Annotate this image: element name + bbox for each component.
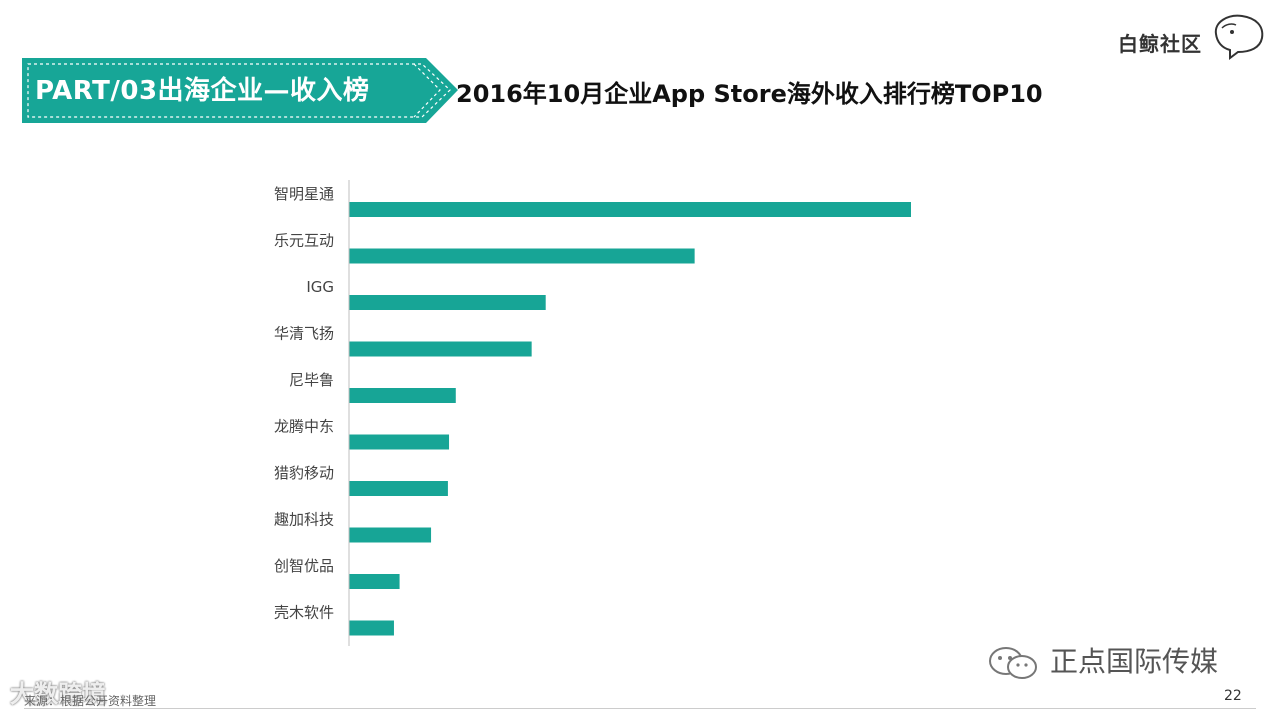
bar-2 <box>349 248 695 264</box>
bar-4 <box>349 341 532 357</box>
category-label-9: 创智优品 <box>274 557 334 575</box>
bar-7 <box>349 481 448 496</box>
bar-1 <box>349 202 911 217</box>
chart-title: 2016年10月企业App Store海外收入排行榜TOP10 <box>456 80 1043 108</box>
category-label-1: 智明星通 <box>274 185 334 203</box>
watermark-left: 大数跨境 <box>10 680 106 708</box>
category-label-6: 龙腾中东 <box>274 418 334 436</box>
category-label-10: 壳木软件 <box>274 604 334 622</box>
bar-3 <box>349 295 546 310</box>
category-label-7: 猎豹移动 <box>274 464 334 482</box>
footer-divider <box>24 708 1256 709</box>
category-label-2: 乐元互动 <box>274 232 334 250</box>
category-label-3: IGG <box>306 278 334 296</box>
bar-6 <box>349 434 450 450</box>
source-note: 来源：根据公开资料整理 <box>24 694 157 708</box>
category-label-8: 趣加科技 <box>274 511 334 529</box>
bar-5 <box>349 388 456 403</box>
category-label-4: 华清飞扬 <box>274 325 334 343</box>
watermark-right-text: 正点国际传媒 <box>1050 645 1219 678</box>
category-label-5: 尼毕鲁 <box>289 371 334 389</box>
whale-icon <box>1214 14 1264 60</box>
logo-text: 白鲸社区 <box>1118 32 1202 56</box>
logo <box>1116 12 1272 62</box>
bar-10 <box>349 620 394 636</box>
bar-8 <box>349 527 432 543</box>
page-number: 22 <box>1224 688 1242 704</box>
bar-9 <box>349 574 400 589</box>
wechat-icon <box>989 647 1037 679</box>
section-title: PART/03出海企业—收入榜 <box>35 76 370 106</box>
watermark-right: 正点国际传媒 <box>986 642 1218 682</box>
section-banner <box>22 58 458 123</box>
